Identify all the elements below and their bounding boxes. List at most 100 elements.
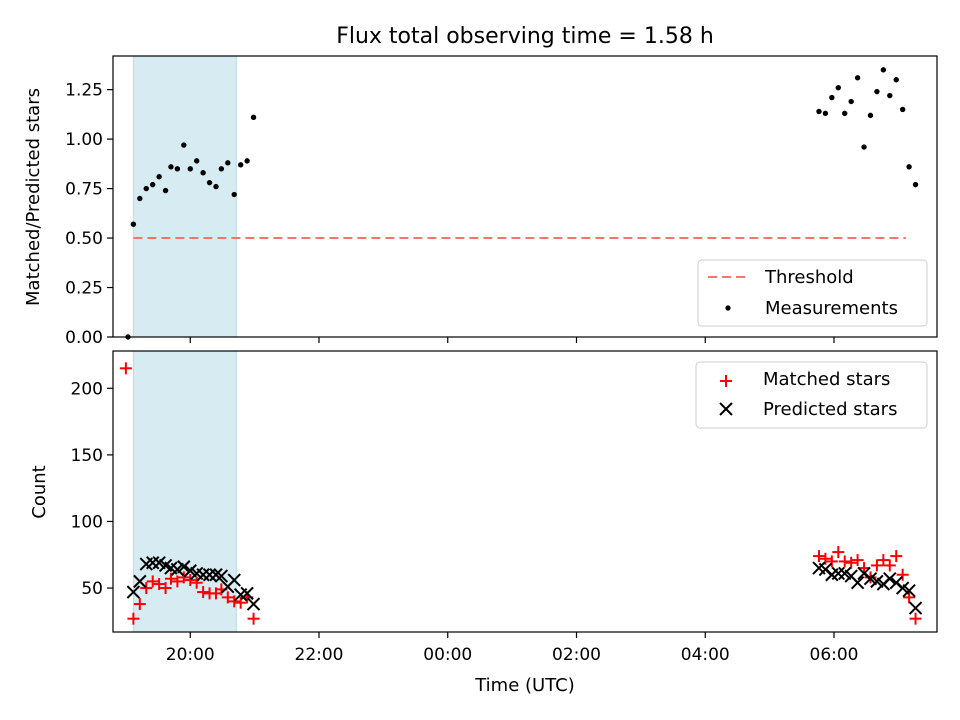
predicted-star-point xyxy=(196,568,210,582)
top-ytick-label: 0.50 xyxy=(65,229,103,249)
predicted-star-point xyxy=(831,566,845,581)
matched-star-point xyxy=(890,550,903,563)
matched-star-point xyxy=(159,582,172,595)
bottom-xtick-label: 02:00 xyxy=(552,645,601,665)
chart-title: Flux total observing time = 1.58 h xyxy=(336,24,714,49)
predicted-star-point xyxy=(214,569,229,583)
legend-predicted-swatch xyxy=(719,402,733,416)
measurement-point xyxy=(174,166,181,172)
matched-star-point xyxy=(171,575,184,588)
measurement-point xyxy=(162,187,169,194)
matched-star-point xyxy=(247,612,260,625)
bottom-ytick-label: 150 xyxy=(71,446,103,466)
matched-star-point xyxy=(140,582,153,595)
measurement-point xyxy=(244,158,250,164)
matched-star-point xyxy=(845,556,858,569)
matched-star-point xyxy=(228,595,241,608)
matched-star-point xyxy=(812,550,825,563)
measurement-point xyxy=(143,185,149,192)
bottom-ytick-label: 100 xyxy=(71,512,103,532)
bottom-legend-box xyxy=(695,361,928,429)
measurement-point xyxy=(225,160,231,166)
top-ytick-label: 0.75 xyxy=(65,180,103,200)
bottom-xtick-label: 00:00 xyxy=(423,645,472,665)
legend-threshold-label: Threshold xyxy=(764,267,854,288)
bottom-xlabel: Time (UTC) xyxy=(474,675,575,696)
predicted-star-point xyxy=(850,576,865,590)
matched-star-point xyxy=(184,574,197,587)
matched-star-point xyxy=(877,554,890,567)
measurement-point xyxy=(854,75,861,81)
legend-matched-label: Matched stars xyxy=(763,369,890,390)
measurement-point xyxy=(206,179,213,186)
matched-star-point xyxy=(153,578,166,591)
matched-star-point xyxy=(909,612,922,625)
bottom-axes-frame xyxy=(112,350,938,633)
measurement-point xyxy=(848,98,854,105)
measurement-point xyxy=(156,174,162,180)
measurement-point xyxy=(130,221,137,227)
predicted-star-point xyxy=(240,586,254,601)
top-legend: Threshold Measurements xyxy=(697,259,928,327)
measurement-point xyxy=(187,166,193,172)
measurement-point xyxy=(874,88,880,95)
legend-matched-swatch xyxy=(720,375,732,387)
matched-star-point xyxy=(133,598,146,611)
measurement-point xyxy=(893,77,899,83)
measurement-point xyxy=(218,166,225,172)
measurement-point xyxy=(867,112,874,119)
matched-star-point xyxy=(119,362,132,375)
predicted-star-point xyxy=(883,572,897,586)
matched-star-point xyxy=(221,591,234,604)
measurement-point xyxy=(193,158,200,164)
measurement-point xyxy=(181,142,187,148)
measurement-point xyxy=(912,181,919,188)
top-ylabel: Matched/Predicted stars xyxy=(23,88,44,306)
top-ytick-label: 1.25 xyxy=(65,81,103,101)
matched-star-point xyxy=(851,554,864,567)
bottom-ticks: 50 100 150 200 20:00 22:00 00:00 02:00 04:00 06:0… xyxy=(71,379,859,665)
top-ytick-label: 0.25 xyxy=(65,279,103,299)
legend-measurements-label: Measurements xyxy=(765,298,898,319)
bottom-xtick-label: 22:00 xyxy=(295,645,344,665)
measurement-point xyxy=(861,144,867,150)
predicted-star-point xyxy=(145,556,160,570)
predicted-star-point xyxy=(227,573,241,587)
bottom-legend: Matched stars Predicted stars xyxy=(695,361,928,429)
measurement-point xyxy=(822,110,829,117)
measurement-point xyxy=(231,191,237,198)
bottom-xtick-label: 04:00 xyxy=(681,645,730,665)
matched-star-point xyxy=(883,559,896,572)
bottom-ylabel: Count xyxy=(29,465,50,518)
matched-star-point xyxy=(896,568,909,581)
measurement-point xyxy=(213,183,219,190)
predicted-star-point xyxy=(133,574,147,589)
predicted-star-point xyxy=(177,560,191,574)
top-ytick-label: 0.00 xyxy=(65,328,103,348)
bottom-xtick-label: 20:00 xyxy=(166,645,215,665)
predicted-star-point xyxy=(902,584,916,598)
matched-star-point xyxy=(838,555,851,568)
measurement-point xyxy=(887,92,893,99)
top-ticks: 0.00 0.25 0.50 0.75 1.00 1.25 xyxy=(65,81,835,348)
top-axes-frame xyxy=(112,55,938,338)
measurement-point xyxy=(842,110,848,117)
bottom-ytick-label: 200 xyxy=(71,379,103,399)
top-panel: 0.00 0.25 0.50 0.75 1.00 1.25 Matched/Predict… xyxy=(23,55,938,348)
matched-star-point xyxy=(825,555,838,568)
measurement-point xyxy=(816,108,822,115)
legend-measurements-swatch xyxy=(725,305,731,311)
matched-star-point xyxy=(190,576,203,589)
measurement-point xyxy=(149,181,156,188)
measurement-point xyxy=(906,164,912,170)
measurement-point xyxy=(237,162,244,168)
measurement-point xyxy=(899,106,906,113)
top-legend-box xyxy=(697,259,928,327)
matched-star-point xyxy=(832,546,845,559)
predicted-star-point xyxy=(202,568,217,582)
predicted-star-point xyxy=(126,585,141,599)
measurement-point xyxy=(880,67,887,73)
bottom-shaded-interval xyxy=(132,350,237,633)
bottom-ytick-label: 50 xyxy=(81,579,103,599)
